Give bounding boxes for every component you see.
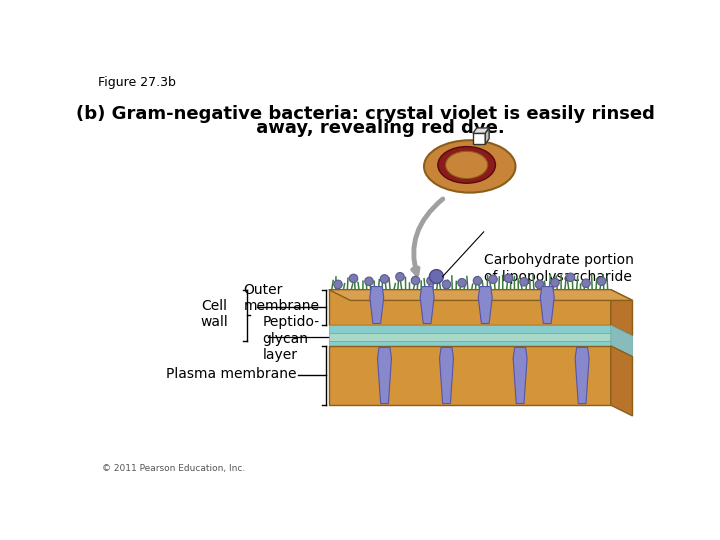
Ellipse shape (438, 146, 495, 183)
Ellipse shape (424, 140, 516, 193)
Circle shape (380, 275, 389, 283)
Polygon shape (420, 287, 434, 323)
Polygon shape (377, 347, 392, 403)
Circle shape (473, 276, 482, 285)
Circle shape (334, 280, 342, 288)
Polygon shape (513, 347, 527, 403)
Bar (329, 289, 611, 325)
Circle shape (582, 279, 590, 287)
Text: © 2011 Pearson Education, Inc.: © 2011 Pearson Education, Inc. (102, 464, 245, 473)
Polygon shape (473, 128, 489, 133)
Circle shape (458, 279, 467, 287)
Circle shape (504, 274, 513, 282)
Circle shape (396, 273, 404, 281)
Text: away, revealing red dye.: away, revealing red dye. (225, 119, 505, 137)
Polygon shape (478, 287, 492, 323)
Circle shape (427, 276, 436, 285)
Circle shape (411, 276, 420, 285)
Ellipse shape (446, 151, 487, 179)
Bar (329, 346, 611, 405)
Text: Outer
membrane: Outer membrane (243, 283, 320, 313)
Polygon shape (485, 128, 489, 144)
Text: Carbohydrate portion
of lipopolysaccharide: Carbohydrate portion of lipopolysacchari… (484, 253, 634, 284)
Text: Figure 27.3b: Figure 27.3b (98, 76, 176, 89)
Bar (473, 133, 485, 144)
Bar (329, 325, 611, 333)
Text: Cell
wall: Cell wall (200, 299, 228, 329)
Circle shape (349, 274, 358, 282)
Polygon shape (575, 347, 589, 403)
Text: Peptido-
glycan
layer: Peptido- glycan layer (262, 315, 320, 362)
Circle shape (520, 278, 528, 286)
Polygon shape (611, 289, 632, 336)
Polygon shape (370, 287, 384, 323)
Polygon shape (611, 346, 632, 416)
Circle shape (429, 269, 444, 284)
Circle shape (597, 277, 606, 286)
Text: Plasma membrane: Plasma membrane (166, 367, 296, 381)
Bar (329, 341, 611, 346)
Polygon shape (439, 347, 454, 403)
Circle shape (551, 278, 559, 287)
Text: (b) Gram-negative bacteria: crystal violet is easily rinsed: (b) Gram-negative bacteria: crystal viol… (76, 105, 654, 123)
Polygon shape (540, 287, 554, 323)
Circle shape (365, 277, 373, 286)
Bar (329, 333, 611, 341)
Circle shape (442, 280, 451, 289)
Polygon shape (329, 289, 632, 300)
Circle shape (535, 280, 544, 289)
Circle shape (489, 275, 498, 284)
Polygon shape (611, 325, 632, 356)
Circle shape (566, 273, 575, 281)
